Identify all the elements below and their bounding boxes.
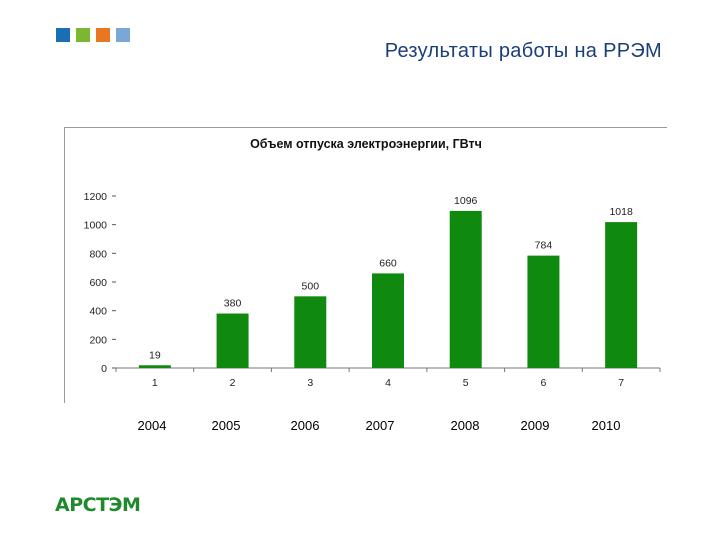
chart-title: Объем отпуска электроэнергии, ГВтч bbox=[250, 137, 482, 151]
square-4 bbox=[116, 28, 130, 42]
square-3 bbox=[96, 28, 110, 42]
x-tick-label: 6 bbox=[541, 377, 547, 389]
x-tick-label: 7 bbox=[618, 377, 624, 389]
bar bbox=[294, 296, 327, 368]
year-label: 2005 bbox=[211, 418, 241, 433]
y-tick-label: 1000 bbox=[84, 220, 108, 232]
x-tick-label: 5 bbox=[463, 377, 469, 389]
year-label: 2010 bbox=[591, 418, 621, 433]
y-tick-label: 400 bbox=[89, 306, 107, 318]
company-logo: АРСТЭМ bbox=[55, 494, 141, 516]
brand-squares bbox=[56, 28, 130, 42]
y-tick-label: 600 bbox=[89, 277, 107, 289]
bar bbox=[449, 210, 482, 368]
y-tick-label: 0 bbox=[101, 363, 107, 375]
y-tick-label: 800 bbox=[89, 248, 107, 260]
year-labels: 2004 2005 2006 2007 2008 2009 2010 bbox=[0, 418, 720, 438]
x-tick-label: 2 bbox=[230, 377, 236, 389]
bar bbox=[372, 273, 404, 368]
bar bbox=[605, 222, 638, 368]
data-label: 500 bbox=[302, 280, 320, 292]
year-label: 2004 bbox=[137, 418, 167, 433]
data-label: 19 bbox=[149, 349, 161, 361]
year-label: 2007 bbox=[365, 418, 395, 433]
y-tick-label: 1200 bbox=[84, 191, 108, 203]
year-label: 2009 bbox=[520, 418, 550, 433]
year-label: 2008 bbox=[450, 418, 480, 433]
y-tick-label: 200 bbox=[89, 334, 107, 346]
slide-title: Результаты работы на РРЭМ bbox=[384, 40, 662, 62]
bar-chart: Объем отпуска электроэнергии, ГВтч 0 200 40… bbox=[84, 137, 661, 389]
bar bbox=[138, 365, 171, 368]
x-tick-label: 4 bbox=[385, 377, 391, 389]
data-label: 1096 bbox=[454, 195, 478, 207]
square-1 bbox=[56, 28, 70, 42]
data-label: 1018 bbox=[609, 206, 633, 218]
data-label: 660 bbox=[379, 257, 397, 269]
data-label: 784 bbox=[535, 240, 553, 252]
x-tick-label: 3 bbox=[307, 377, 313, 389]
square-2 bbox=[76, 28, 90, 42]
year-label: 2006 bbox=[290, 418, 320, 433]
x-tick-label: 1 bbox=[152, 377, 158, 389]
data-label: 380 bbox=[224, 298, 242, 310]
bar bbox=[527, 255, 560, 368]
bar bbox=[216, 313, 249, 368]
chart-frame: Объем отпуска электроэнергии, ГВтч 0 200 40… bbox=[64, 127, 667, 403]
